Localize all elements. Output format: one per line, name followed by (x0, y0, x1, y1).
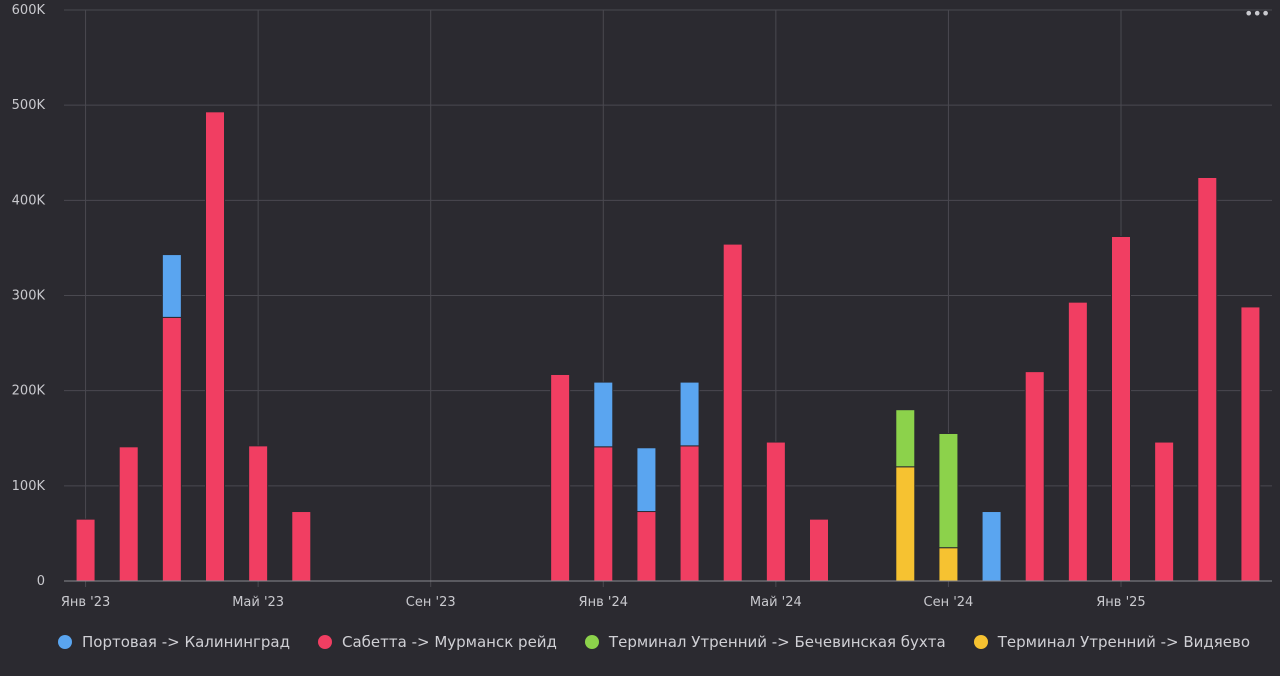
legend-item-utrenniy-bechevinskaya[interactable]: Терминал Утренний -> Бечевинская бухта (584, 633, 946, 651)
y-tick-label: 100K (12, 479, 46, 494)
more-horizontal-icon: ••• (1244, 4, 1270, 23)
y-tick-label: 200K (12, 384, 46, 399)
bar-segment[interactable] (938, 432, 959, 549)
bar-segment[interactable] (722, 243, 743, 582)
bar-segment[interactable] (118, 446, 139, 582)
bar-segment[interactable] (938, 547, 959, 582)
legend-dot-icon (584, 635, 599, 649)
y-tick-label: 400K (12, 193, 46, 208)
bar-segment[interactable] (550, 373, 571, 582)
x-tick-label: Янв '23 (61, 595, 110, 610)
bar-segment[interactable] (248, 445, 269, 582)
legend-label: Терминал Утренний -> Видяево (997, 633, 1251, 651)
bars (75, 111, 1261, 582)
x-tick-label: Янв '24 (579, 595, 628, 610)
bar-segment[interactable] (161, 316, 182, 582)
bar-segment[interactable] (1240, 306, 1261, 582)
x-tick-label: Сен '24 (924, 595, 974, 610)
x-tick-label: Сен '23 (406, 595, 456, 610)
legend-label: Сабетта -> Мурманск рейд (341, 633, 557, 651)
y-tick-label: 300K (12, 289, 46, 304)
bar-segment[interactable] (593, 446, 614, 582)
legend-dot-icon (973, 635, 988, 649)
bar-segment[interactable] (679, 381, 700, 447)
legend-item-portovaya[interactable]: Портовая -> Калининград (58, 633, 290, 651)
bar-segment[interactable] (1154, 441, 1175, 582)
y-tick-label: 500K (12, 98, 46, 113)
bar-segment[interactable] (161, 254, 182, 318)
bar-segment[interactable] (765, 441, 786, 582)
bar-segment[interactable] (75, 518, 96, 582)
bar-segment[interactable] (679, 445, 700, 582)
grid (64, 9, 1272, 587)
bar-segment[interactable] (636, 447, 657, 513)
axes: 0 100K 200K 300K 400K 500K 600K Янв '23 Май '23 С… (12, 3, 1272, 610)
legend-label: Терминал Утренний -> Бечевинская бухта (608, 633, 946, 651)
legend: Портовая -> Калининград Сабетта -> Мурма… (58, 630, 1250, 654)
bar-segment[interactable] (636, 511, 657, 582)
x-tick-label: Май '24 (750, 595, 802, 610)
bar-segment[interactable] (205, 111, 225, 582)
y-tick-label: 0 (37, 574, 45, 589)
bar-segment[interactable] (1067, 301, 1088, 582)
bar-segment[interactable] (1024, 371, 1045, 582)
bar-segment[interactable] (895, 409, 916, 468)
y-tick-label: 600K (12, 3, 46, 18)
bar-segment[interactable] (593, 381, 614, 448)
bar-segment[interactable] (291, 511, 312, 582)
x-tick-label: Май '23 (232, 595, 284, 610)
bar-segment[interactable] (1111, 235, 1131, 582)
more-options-button[interactable]: ••• (1244, 4, 1270, 24)
legend-dot-icon (317, 635, 332, 649)
bar-chart: 0 100K 200K 300K 400K 500K 600K Янв '23 Май '23 С… (12, 3, 1272, 610)
legend-label: Портовая -> Калининград (82, 633, 290, 651)
bar-segment[interactable] (981, 511, 1002, 582)
legend-dot-icon (58, 635, 72, 649)
bar-segment[interactable] (809, 518, 829, 582)
x-tick-label: Янв '25 (1096, 595, 1145, 610)
bar-segment[interactable] (895, 466, 916, 582)
legend-item-utrenniy-vidyaevo[interactable]: Терминал Утренний -> Видяево (973, 633, 1251, 651)
bar-segment[interactable] (1197, 176, 1218, 582)
legend-item-sabetta[interactable]: Сабетта -> Мурманск рейд (317, 633, 557, 651)
